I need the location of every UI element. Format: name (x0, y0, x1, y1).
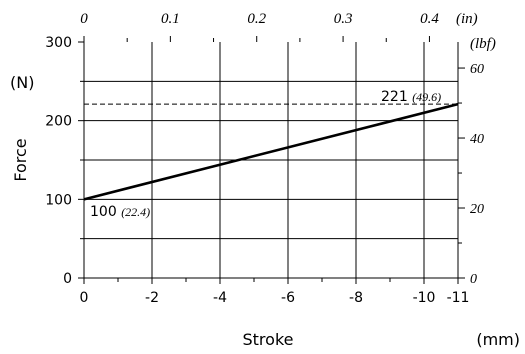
y-tick-label-2: 200 (45, 114, 72, 130)
y-tick-label-1: 100 (45, 192, 72, 208)
y2-tick-label-1: 20 (470, 202, 484, 217)
series-line-0 (83, 102, 459, 201)
grid-lines (84, 42, 458, 278)
y2-tick-label-2: 40 (470, 132, 484, 147)
y-axis-unit: (N) (10, 73, 34, 92)
x2-tick-label-0: 0 (80, 11, 88, 27)
x-tick-label-1: -2 (145, 290, 159, 306)
x-tick-label-4: -8 (349, 290, 363, 306)
x2-tick-label-2: 0.2 (247, 11, 266, 27)
y2-axis-unit: (lbf) (470, 36, 496, 52)
y-axis-label: Force (11, 138, 30, 181)
x-axis-label: Stroke (243, 330, 294, 349)
x-tick-label-2: -4 (213, 290, 227, 306)
y2-tick-label-3: 60 (470, 62, 484, 77)
y-tick-label-0: 0 (63, 271, 72, 287)
x2-tick-label-4: 0.4 (420, 11, 439, 27)
series-layer (83, 102, 459, 201)
y-tick-label-3: 300 (45, 35, 72, 51)
end-value-label: 221 (49.6) (381, 89, 441, 105)
x-tick-label-0: 0 (80, 290, 89, 306)
x2-tick-label-1: 0.1 (161, 11, 180, 27)
x2-tick-label-3: 0.3 (334, 11, 353, 27)
x-tick-label-5: -10 (413, 290, 436, 306)
x-tick-label-3: -6 (281, 290, 295, 306)
y2-tick-label-0: 0 (470, 272, 477, 287)
start-value-label: 100 (22.4) (90, 204, 150, 220)
x-axis-unit: (mm) (476, 330, 520, 349)
x2-axis-unit: (in) (456, 11, 478, 27)
x-tick-label-6: -11 (447, 290, 470, 306)
